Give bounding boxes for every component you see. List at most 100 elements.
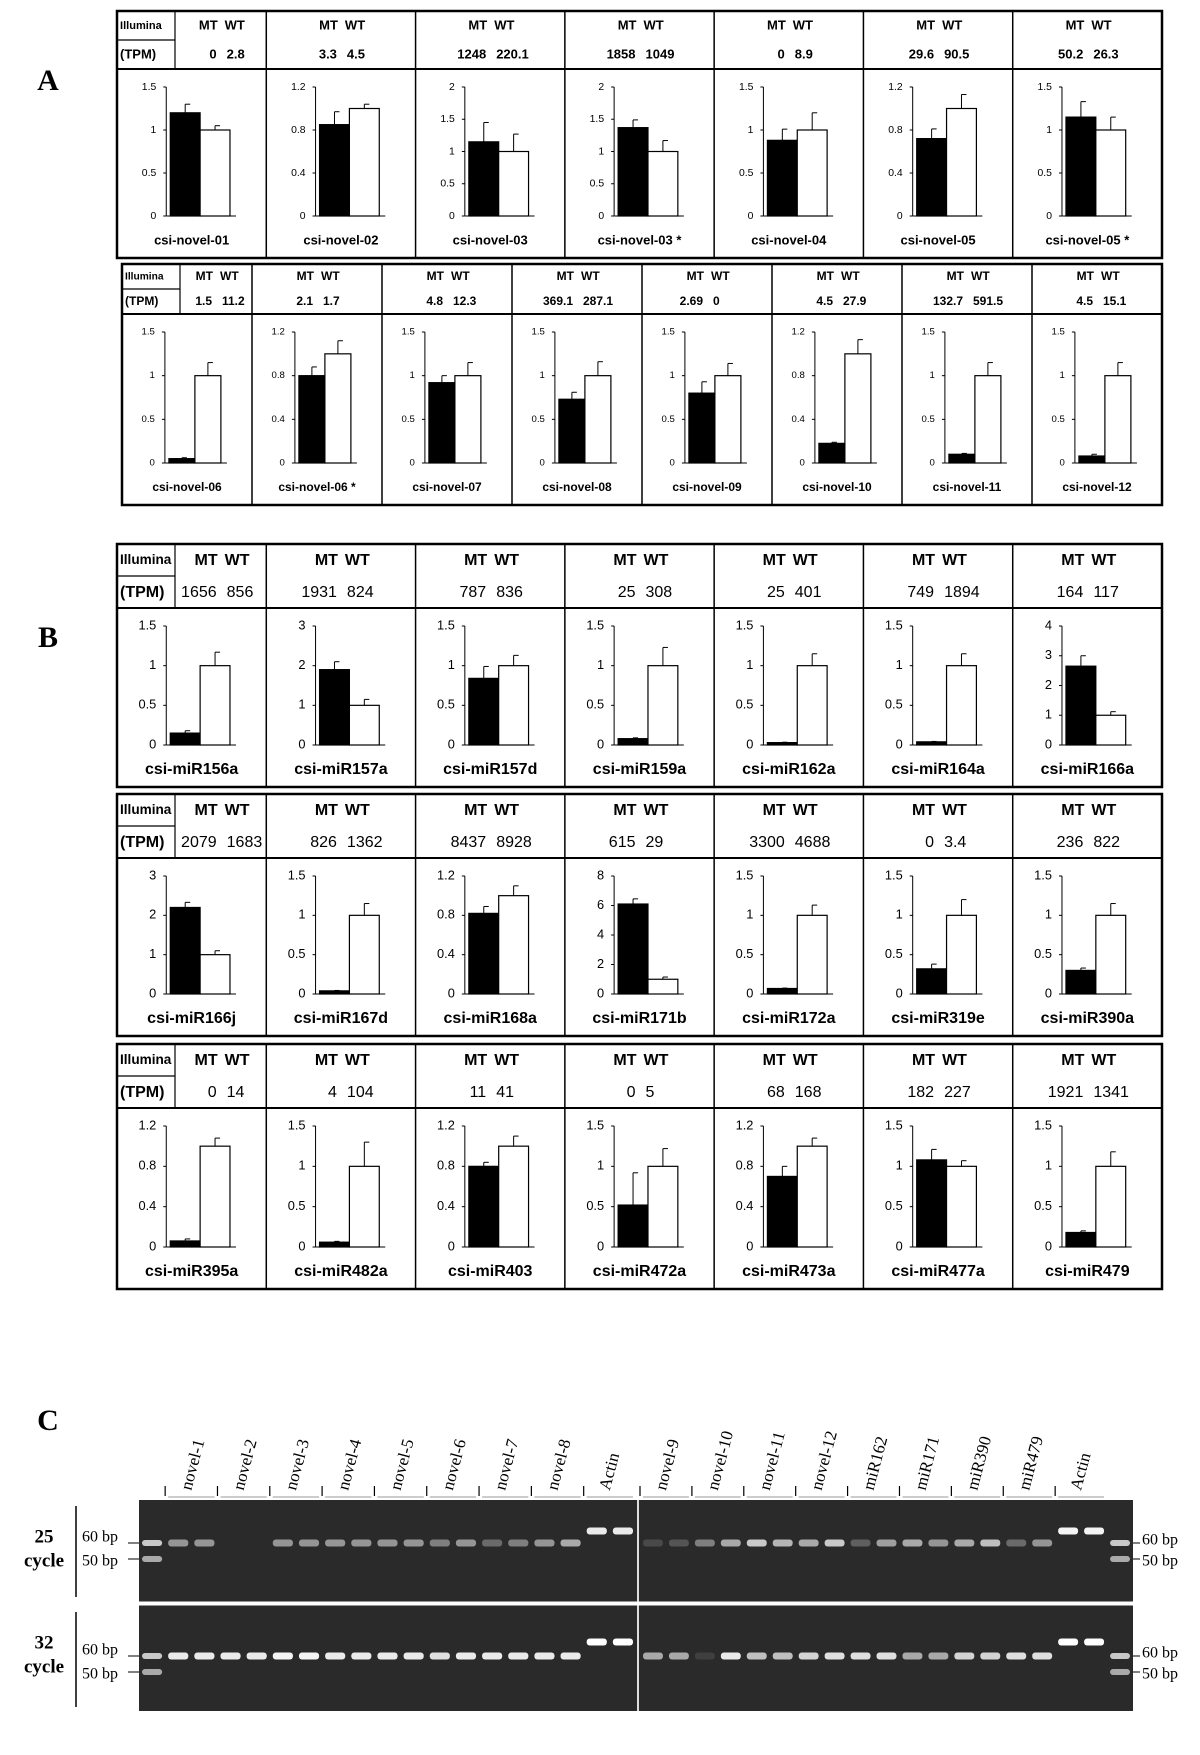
bar [348,107,380,217]
gel-band [1110,1556,1130,1562]
gel-band [876,1539,897,1547]
gel-band [1006,1539,1027,1547]
legend-entry: WT [942,552,967,569]
lane-label: novel-12 [807,1429,841,1492]
y-tick-label: 1.5 [402,327,415,338]
tpm-value: 1049 [646,47,675,62]
legend-entry: MT [196,269,214,283]
tpm-value: 68 [767,1084,785,1101]
tpm-value: 29 [646,834,664,851]
row-frame [115,792,1164,1038]
bar [324,353,352,464]
legend-entry: WT [841,269,860,283]
legend-entry: MT [1061,552,1084,569]
tpm-value: 0 [208,1084,217,1101]
tpm-value: 3.4 [944,834,966,851]
legend-entry: WT [793,18,813,33]
chart-title: csi-novel-11 [933,480,1002,494]
y-tick-label: 0.4 [437,1198,455,1213]
legend-entry: WT [494,1052,519,1069]
y-tick-label: 0.8 [437,907,455,922]
y-tick-label: 1.5 [138,617,156,632]
legend-entry: MT [763,1052,786,1069]
chart-title: csi-miR167d [294,1010,388,1027]
gel-band [272,1652,293,1660]
marker-label: 60 bp [1142,1532,1178,1549]
tpm-value: 168 [795,1084,822,1101]
legend-entry: WT [220,269,239,283]
gel-band [142,1669,163,1675]
y-tick-label: 1.2 [888,82,903,93]
y-tick-label: 0.5 [736,946,754,961]
tpm-value: 4.5 [1076,294,1093,308]
bar [348,704,380,746]
row-header: Illumina [120,552,172,567]
gel-band [1110,1540,1130,1546]
y-tick-label: 0.5 [885,946,903,961]
chart-title: csi-novel-03 * [598,232,683,247]
bar [169,732,201,746]
gel-band [455,1539,477,1547]
y-tick-label: 1 [597,1158,604,1173]
legend-entry: WT [793,802,818,819]
bar [1095,129,1127,217]
y-tick-label: 0.8 [437,1158,455,1173]
chart-title: csi-miR395a [145,1263,238,1280]
gel-band [429,1539,450,1547]
y-tick-label: 1.2 [272,327,285,338]
y-tick-label: 0 [896,1238,903,1253]
gel-band [612,1527,633,1535]
bar [318,1241,351,1248]
lane-label: Actin [1066,1450,1094,1492]
y-tick-label: 0 [300,211,306,222]
tpm-value: 749 [907,584,934,601]
y-tick-label: 0 [149,1238,156,1253]
bar [298,375,326,464]
y-tick-label: 0 [448,985,455,1000]
y-tick-label: 0 [670,458,675,469]
gel-band [612,1638,633,1646]
legend-entry: MT [557,269,575,283]
legend-entry: MT [763,552,786,569]
y-tick-label: 1 [150,370,155,381]
legend-entry: WT [1091,18,1111,33]
tpm-value: 1.7 [323,294,340,308]
legend-entry: WT [793,1052,818,1069]
gel-band [928,1539,949,1547]
row-header: (TPM) [120,47,156,62]
y-tick-label: 0.5 [532,414,545,425]
y-tick-label: 1.5 [142,82,157,93]
bar [199,1145,231,1248]
y-tick-label: 1 [748,125,754,136]
y-tick-label: 0 [748,211,754,222]
chart-title: csi-novel-09 [672,480,742,494]
y-tick-label: 1 [598,146,604,157]
y-tick-label: 0.5 [586,697,604,712]
y-tick-label: 0 [410,458,415,469]
legend-entry: WT [225,802,250,819]
y-tick-label: 0 [150,458,155,469]
tpm-value: 2.8 [227,47,245,62]
gel-band [194,1539,215,1547]
gel-band [325,1652,346,1660]
gel-band [429,1652,450,1660]
tpm-value: 856 [227,584,254,601]
gel-band [824,1539,845,1547]
bar [498,665,530,746]
gel-band [403,1539,424,1547]
y-tick-label: 1.5 [590,114,605,125]
gel-band [1084,1638,1105,1646]
y-tick-label: 0 [896,985,903,1000]
bar [468,912,500,995]
y-tick-label: 1.5 [142,327,155,338]
marker-label: 50 bp [1142,1666,1178,1683]
legend-entry: WT [1101,269,1120,283]
tpm-value: 0 [627,1084,636,1101]
y-tick-label: 1.5 [1038,82,1053,93]
y-tick-label: 0.5 [586,1198,604,1213]
tpm-value: 1248 [457,47,486,62]
gel-band [272,1539,293,1547]
legend-entry: MT [315,552,338,569]
legend-entry: MT [1066,18,1085,33]
chart-title: csi-miR482a [294,1263,387,1280]
